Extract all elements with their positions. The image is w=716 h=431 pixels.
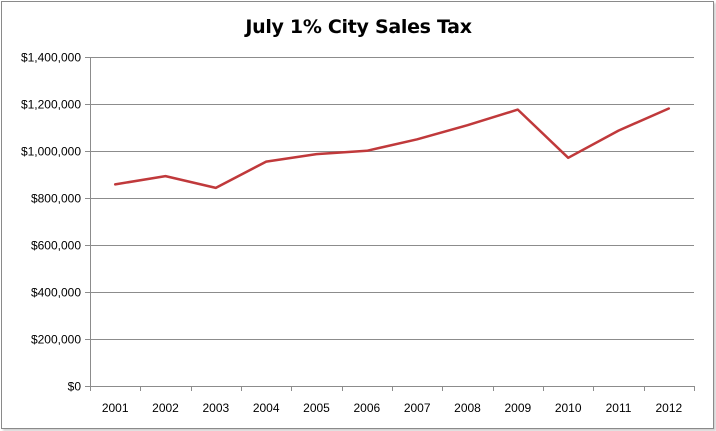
y-tick-label: $0 (68, 380, 82, 394)
y-tick-label: $200,000 (31, 333, 81, 347)
x-tick-label: 2010 (555, 401, 582, 415)
y-tick-label: $1,400,000 (21, 51, 81, 65)
x-tick-label: 2009 (504, 401, 531, 415)
y-tick-label: $1,000,000 (21, 145, 81, 159)
gridlines (90, 57, 694, 340)
x-tick-label: 2008 (454, 401, 481, 415)
x-tick-label: 2002 (152, 401, 179, 415)
y-tick-label: $1,200,000 (21, 98, 81, 112)
x-tick-labels: 2001 2002 2003 2004 2005 2006 2007 2008 2009 2010… (102, 401, 683, 415)
series-line (113, 107, 671, 190)
x-tick-label: 2011 (606, 401, 632, 415)
axes (85, 57, 695, 391)
x-tick-label: 2006 (353, 401, 380, 415)
x-tick-label: 2007 (404, 401, 431, 415)
series-layer (113, 107, 671, 190)
x-tick-label: 2004 (253, 401, 280, 415)
x-tick-label: 2005 (303, 401, 330, 415)
x-tick-label: 2012 (655, 401, 682, 415)
y-tick-label: $600,000 (31, 239, 81, 253)
x-tick-label: 2001 (102, 401, 129, 415)
y-tick-label: $400,000 (31, 286, 81, 300)
y-tick-label: $800,000 (31, 192, 81, 206)
chart-title: July 1% City Sales Tax (245, 16, 472, 38)
x-tick-label: 2003 (202, 401, 229, 415)
y-tick-labels: $0 $200,000 $400,000 $600,000 $800,000 $1,000… (21, 51, 81, 394)
